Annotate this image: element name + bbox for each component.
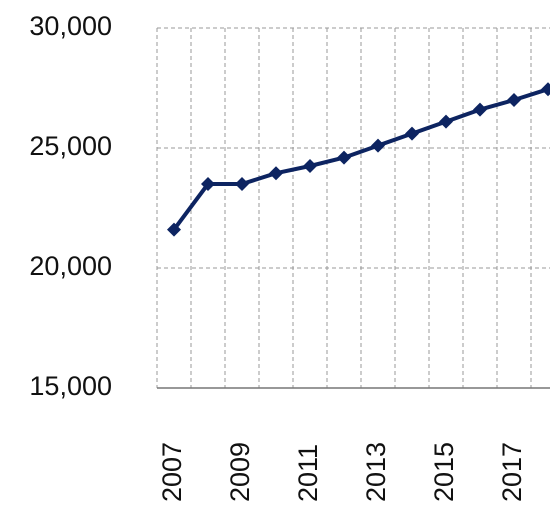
data-point — [167, 222, 181, 237]
x-tick-label: 2013 — [361, 442, 391, 502]
x-tick-label: 2007 — [157, 442, 187, 502]
y-tick-label: 25,000 — [29, 131, 112, 161]
data-point — [337, 150, 351, 165]
y-tick-label: 20,000 — [29, 251, 112, 281]
data-point — [541, 82, 550, 97]
data-point — [507, 93, 521, 107]
x-tick-label: 2009 — [225, 442, 255, 502]
data-point — [473, 102, 487, 117]
x-tick-label: 2011 — [293, 444, 323, 502]
data-point — [201, 177, 215, 191]
data-point — [303, 159, 317, 173]
x-tick-label: 2015 — [429, 442, 459, 502]
data-point — [439, 114, 453, 129]
data-line — [172, 87, 549, 231]
data-point — [405, 126, 419, 141]
data-point — [269, 166, 283, 181]
data-point — [371, 138, 385, 153]
x-tick-label: 2017 — [497, 442, 527, 502]
data-point — [235, 177, 249, 191]
y-tick-label: 15,000 — [29, 371, 112, 401]
y-tick-label: 30,000 — [29, 11, 112, 41]
